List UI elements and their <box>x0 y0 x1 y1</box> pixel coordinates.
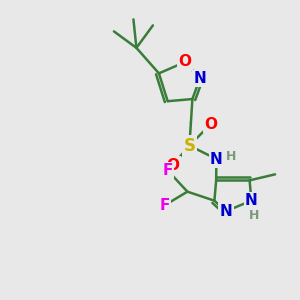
Text: S: S <box>183 136 195 154</box>
Text: H: H <box>249 208 260 222</box>
Text: O: O <box>167 158 179 172</box>
Text: N: N <box>194 71 206 86</box>
Text: O: O <box>204 117 217 132</box>
Text: O: O <box>179 55 192 70</box>
Text: H: H <box>226 149 236 163</box>
Text: N: N <box>245 193 258 208</box>
Text: F: F <box>163 163 173 178</box>
Text: F: F <box>160 198 170 213</box>
Text: N: N <box>220 204 232 219</box>
Text: N: N <box>210 152 223 166</box>
